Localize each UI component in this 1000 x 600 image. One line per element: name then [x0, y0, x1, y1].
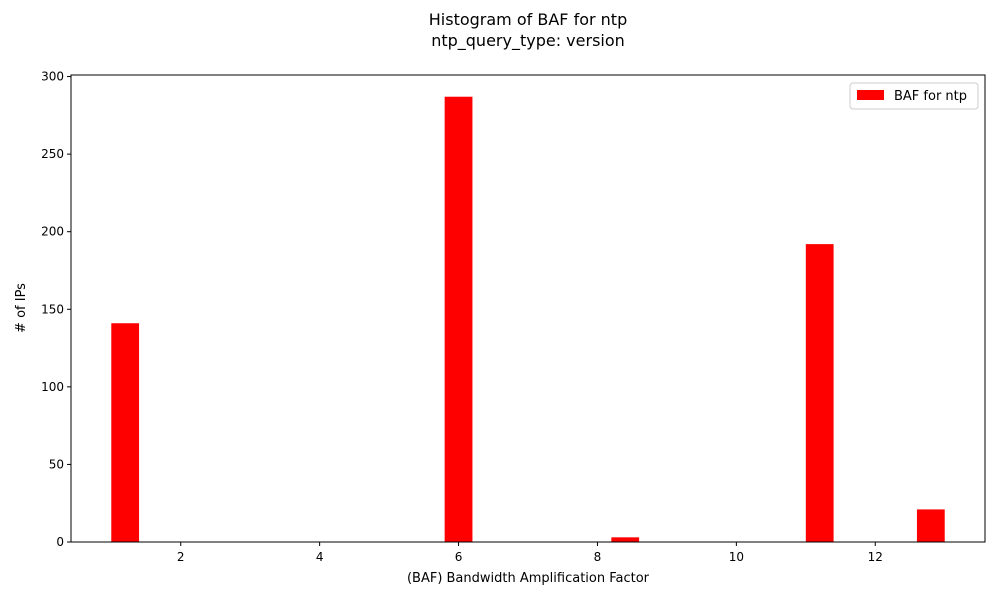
histogram-bar	[111, 323, 140, 542]
y-tick-label: 0	[56, 535, 64, 549]
histogram-bar	[805, 244, 834, 542]
x-axis-label: (BAF) Bandwidth Amplification Factor	[407, 571, 650, 586]
y-axis-ticks: 0 50 100 150 200 250 300	[41, 70, 71, 549]
y-axis-label: # of IPs	[14, 283, 29, 333]
histogram-bar	[611, 537, 640, 542]
histogram-bar	[444, 96, 473, 542]
x-axis-ticks: 2 4 6 8 10 12	[177, 542, 883, 564]
y-tick-label: 100	[41, 380, 64, 394]
legend-label: BAF for ntp	[894, 89, 967, 104]
y-tick-label: 300	[41, 70, 64, 84]
y-tick-label: 250	[41, 147, 64, 161]
y-tick-label: 200	[41, 225, 64, 239]
chart-subtitle: ntp_query_type: version	[431, 31, 625, 51]
y-tick-label: 150	[41, 302, 64, 316]
legend-frame	[849, 82, 979, 110]
plot-frame	[70, 74, 986, 543]
x-tick-label: 2	[177, 550, 185, 564]
x-tick-label: 8	[594, 550, 602, 564]
x-tick-label: 4	[316, 550, 324, 564]
x-tick-label: 6	[455, 550, 463, 564]
legend-swatch	[857, 90, 884, 100]
x-tick-label: 10	[729, 550, 744, 564]
y-tick-label: 50	[49, 457, 64, 471]
x-tick-label: 12	[868, 550, 883, 564]
histogram-bar	[916, 509, 945, 542]
legend: BAF for ntp	[849, 82, 979, 110]
bars-group	[111, 96, 945, 542]
chart-title: Histogram of BAF for ntp	[429, 10, 627, 29]
